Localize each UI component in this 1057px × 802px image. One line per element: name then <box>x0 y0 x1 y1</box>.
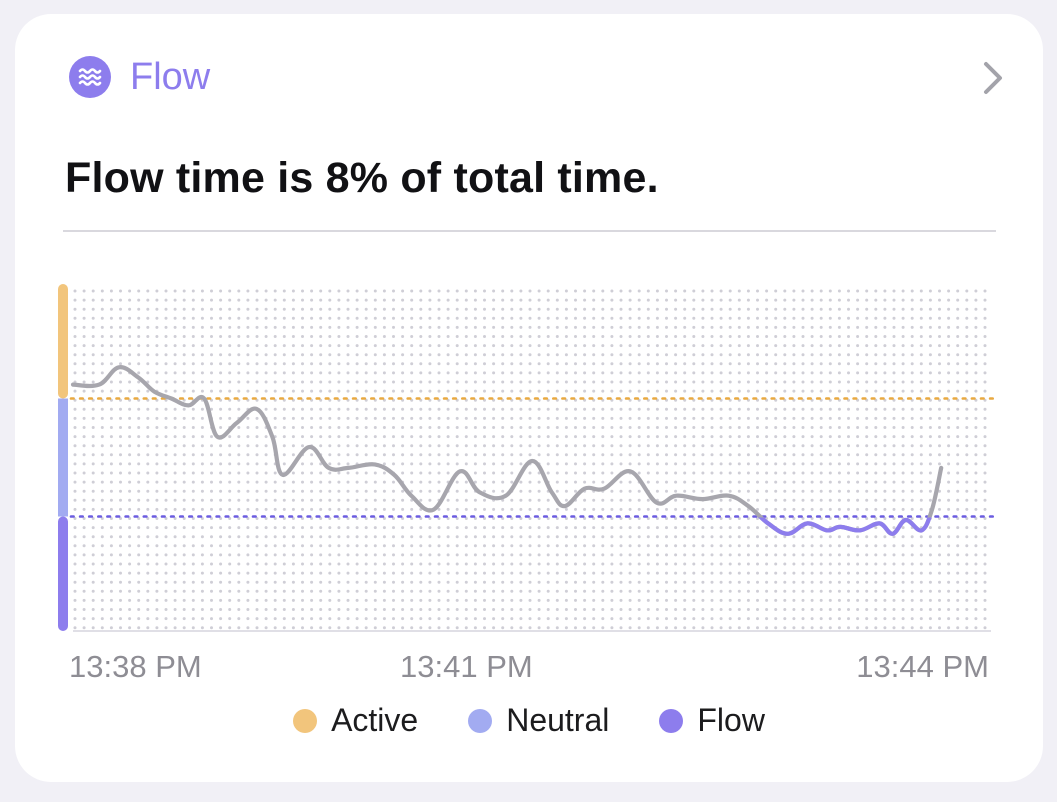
series-line-flow-segment <box>758 517 932 536</box>
x-tick-label: 13:38 PM <box>69 649 202 684</box>
flow-card[interactable]: Flow Flow time is 8% of total time. 13:3… <box>15 14 1043 782</box>
legend-label: Flow <box>697 702 765 738</box>
legend-dot-icon <box>293 708 318 733</box>
x-tick-label: 13:41 PM <box>400 649 533 684</box>
app-title: Flow <box>130 56 211 98</box>
zone-band-flow <box>58 516 68 631</box>
legend-item-flow: Flow <box>659 702 765 739</box>
x-tick-label: 13:44 PM <box>856 649 989 684</box>
zone-band-active <box>58 284 68 399</box>
x-tick-labels: 13:38 PM 13:41 PM 13:44 PM <box>69 649 989 684</box>
legend-dot-icon <box>659 708 684 733</box>
dot-grid <box>73 289 987 630</box>
divider <box>63 230 996 232</box>
legend-label: Neutral <box>506 702 610 738</box>
zone-band-neutral <box>58 398 68 517</box>
chart-legend: Active Neutral Flow <box>15 702 1043 739</box>
chevron-right-icon[interactable] <box>977 58 1009 98</box>
waves-icon-glyph <box>78 68 102 86</box>
waves-icon <box>69 56 111 98</box>
card-header: Flow <box>69 56 210 98</box>
flow-chart: 13:38 PM 13:41 PM 13:44 PM <box>58 284 999 684</box>
legend-dot-icon <box>468 708 493 733</box>
legend-item-active: Active <box>293 702 418 739</box>
reference-lines <box>69 397 999 518</box>
series-lines <box>70 365 944 536</box>
legend-label: Active <box>331 702 419 738</box>
flow-summary-headline: Flow time is 8% of total time. <box>65 154 659 202</box>
legend-item-neutral: Neutral <box>468 702 609 739</box>
zone-bar <box>58 284 68 631</box>
